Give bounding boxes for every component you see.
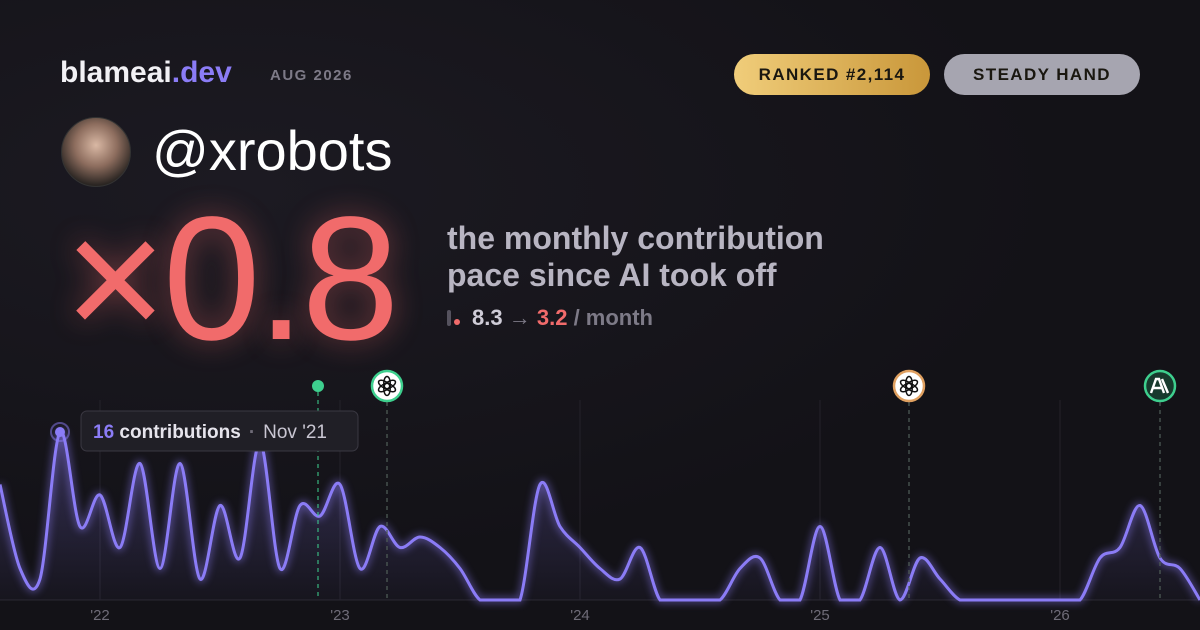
- brand-suffix: .dev: [171, 56, 232, 89]
- event-marker: [892, 369, 926, 600]
- tooltip-label: contributions: [119, 422, 240, 443]
- unit: / month: [573, 305, 653, 330]
- tooltip: 16 contributions · Nov '21: [80, 410, 359, 452]
- x-tick-label: '24: [570, 607, 590, 624]
- x-tick-label: '22: [90, 607, 110, 624]
- tooltip-date: Nov '21: [263, 422, 327, 443]
- logo-stroke: [377, 382, 392, 393]
- handle: @xrobots: [152, 119, 393, 182]
- highlight-dot: [55, 427, 65, 437]
- x-tick-label: '25: [810, 607, 830, 624]
- after: 3.2: [536, 305, 568, 330]
- event-icon: [1143, 369, 1177, 403]
- style-badge: STEADY HAND: [944, 54, 1140, 95]
- multiplier: ×0.8: [64, 181, 399, 377]
- area: [0, 431, 1200, 600]
- event-icon: [892, 369, 926, 403]
- pace: 8.3 → 3.2 / month: [447, 305, 653, 331]
- logo: [1149, 377, 1170, 394]
- separator: ·: [249, 422, 255, 443]
- logo-stroke: [377, 379, 392, 390]
- icon: [447, 310, 451, 326]
- tooltip-value: 16: [93, 422, 114, 443]
- line: [0, 430, 1200, 602]
- avatar: [61, 117, 131, 187]
- rank-badge: RANKED #2,114: [734, 54, 930, 95]
- description: pace since AI took off: [447, 257, 777, 293]
- event-icon: [370, 369, 404, 403]
- event-dot: [312, 380, 324, 392]
- logo-stroke: [899, 382, 914, 393]
- event-marker: [1143, 369, 1177, 600]
- x-tick-label: '23: [330, 607, 350, 624]
- event-marker: [370, 369, 404, 600]
- tooltip-text: 16 contributions · Nov '21: [93, 422, 327, 443]
- before: 8.3: [472, 305, 503, 330]
- brand-name: blameai: [60, 56, 172, 89]
- brand: blameai.dev: [60, 56, 232, 90]
- x-tick-label: '26: [1050, 607, 1070, 624]
- period: AUG 2026: [270, 67, 353, 84]
- arrow: →: [508, 305, 531, 330]
- logo-stroke: [899, 379, 914, 390]
- icon: [454, 319, 460, 325]
- highlight-ring: [50, 422, 70, 442]
- description: the monthly contribution: [447, 220, 824, 256]
- tooltip-box: [80, 410, 359, 452]
